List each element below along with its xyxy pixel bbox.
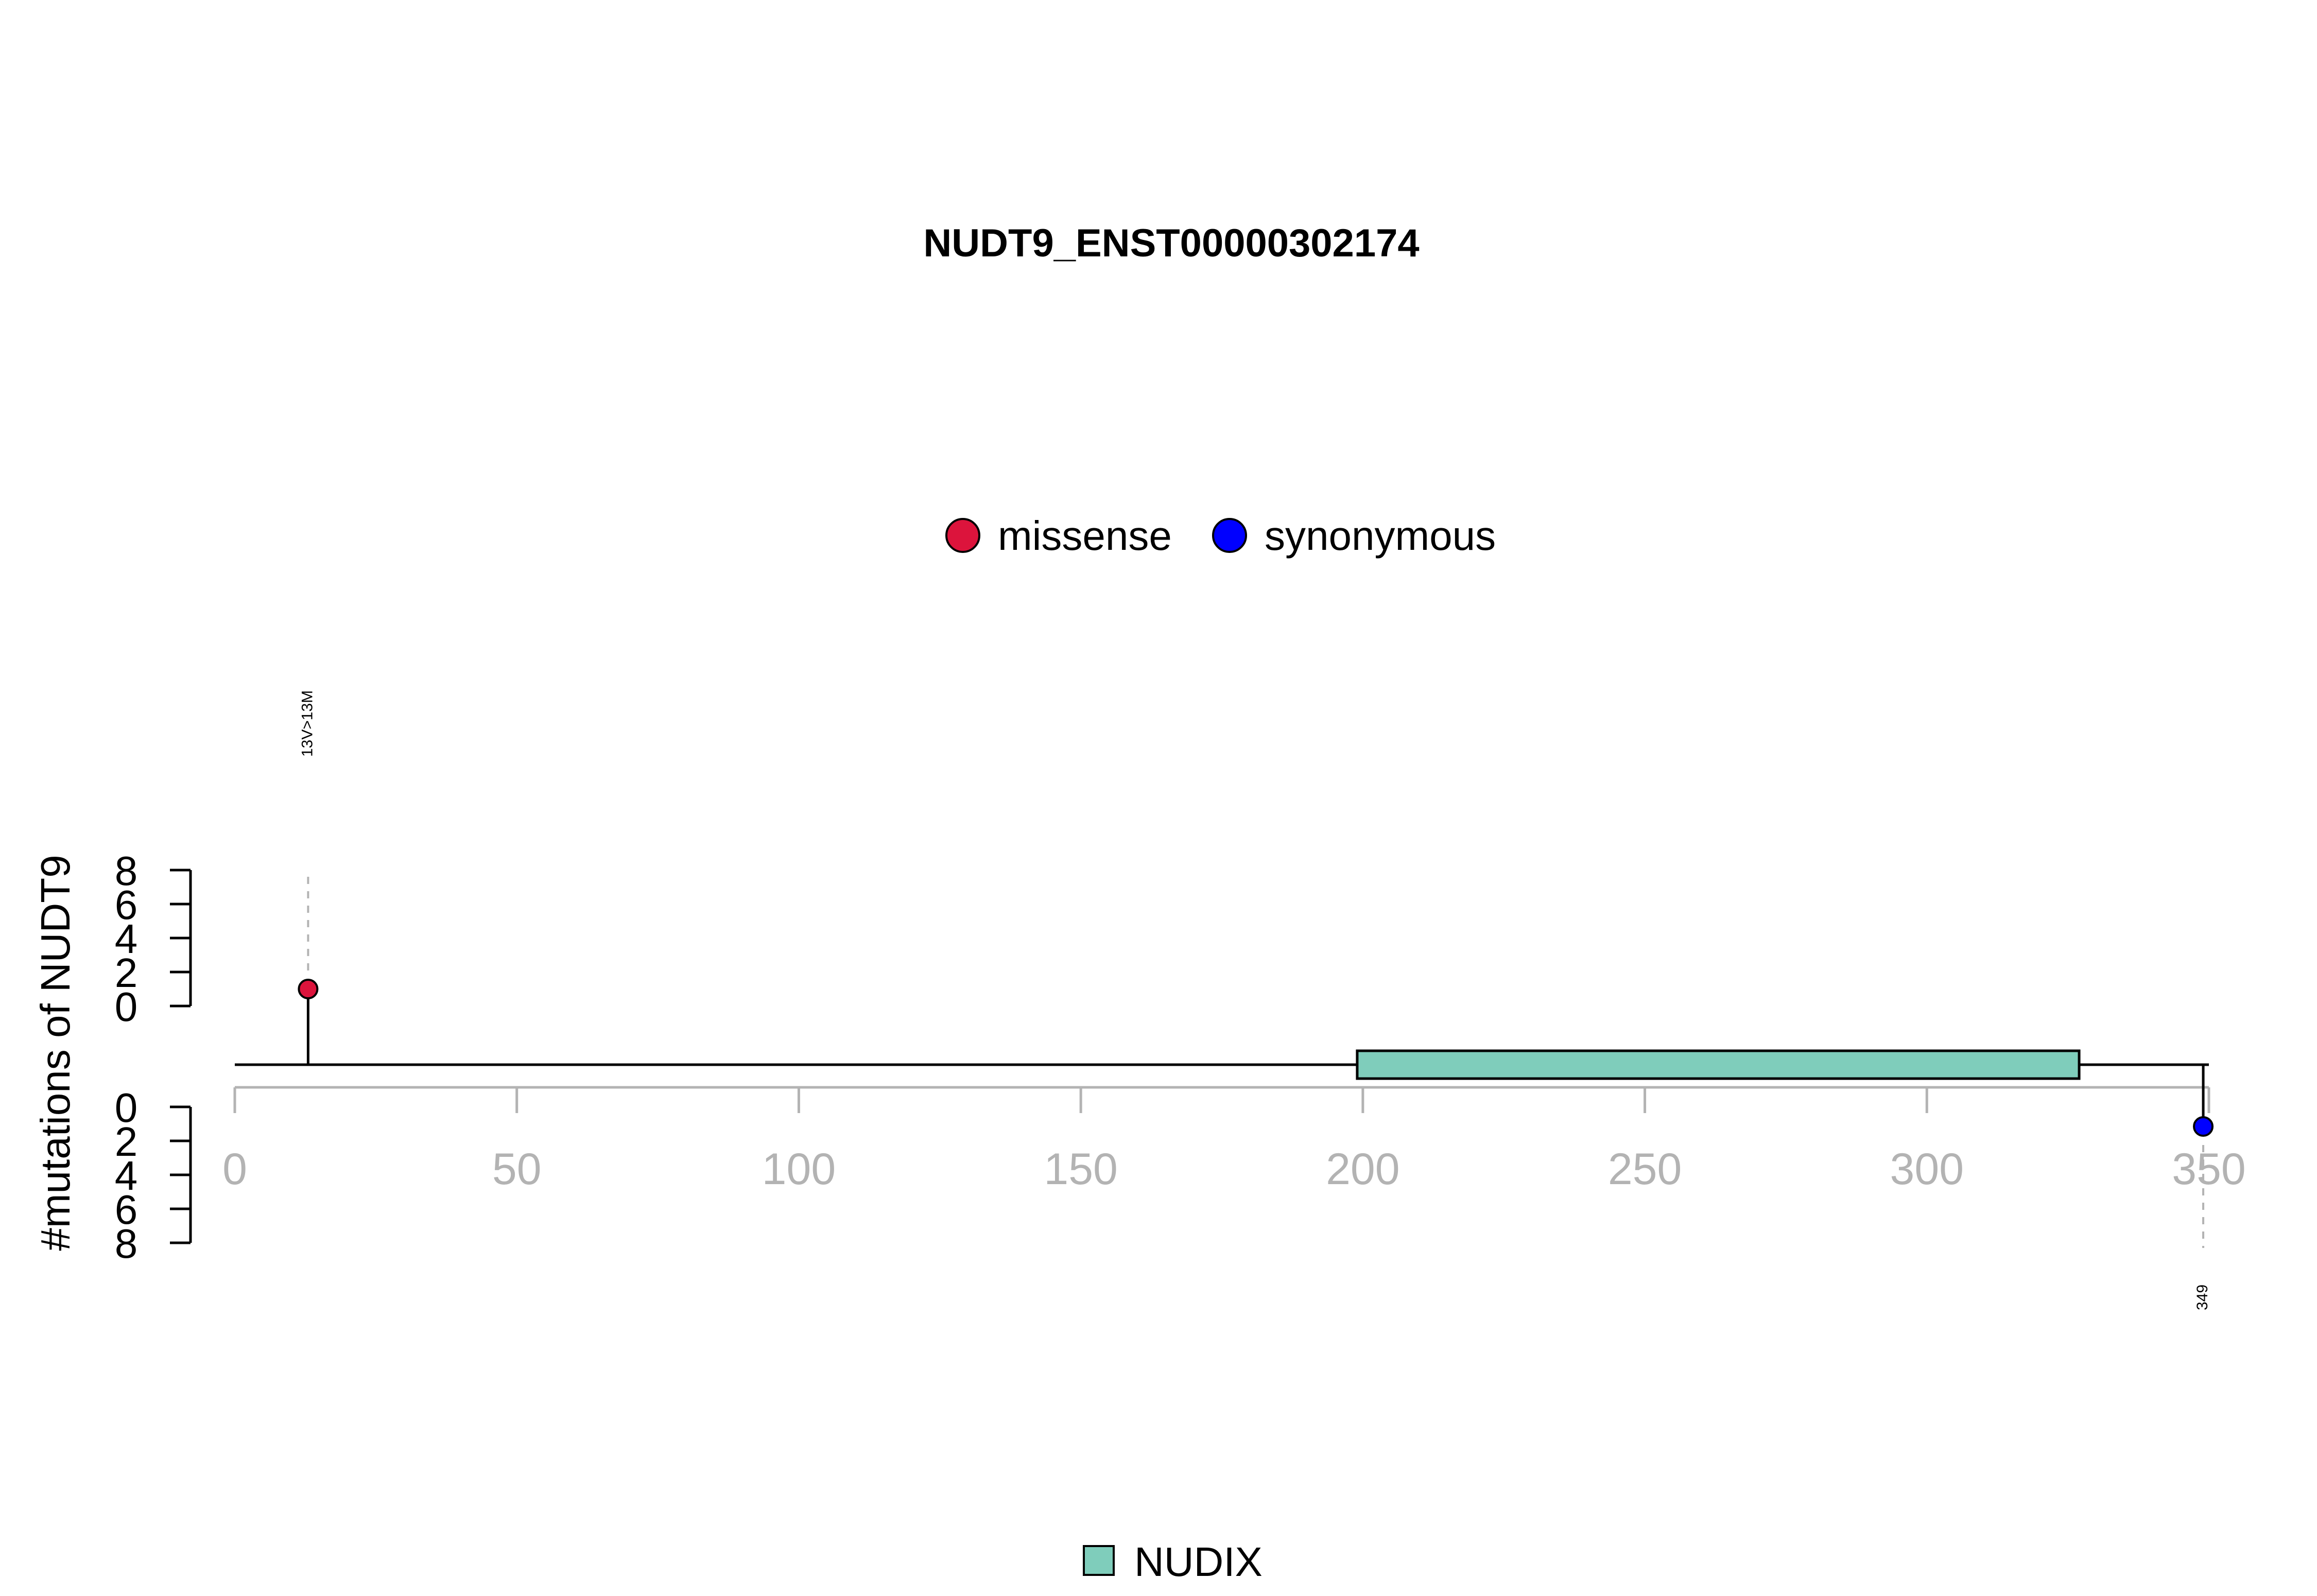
domain-legend-label-NUDIX: NUDIX [1134,1539,1263,1585]
y-tick-label-bottom-8: 8 [115,1221,138,1267]
legend-marker-synonymous [1212,518,1247,553]
x-tick-label-300: 300 [1890,1144,1964,1194]
y-tick-label-bottom-4: 4 [115,1153,138,1199]
x-tick-label-100: 100 [762,1144,836,1194]
mutation-point-349 [2193,1116,2214,1137]
x-tick-label-0: 0 [222,1144,247,1194]
x-tick-label-150: 150 [1044,1144,1118,1194]
mutation-point-13 [298,979,319,999]
x-tick-label-50: 50 [492,1144,542,1194]
y-tick-label-bottom-0: 0 [115,1085,138,1131]
legend-marker-missense [945,518,980,553]
domain-NUDIX [1356,1049,2081,1080]
x-axis: 0 50 100 150 200 250 300 350 [222,1086,2246,1194]
domain-legend-swatch-NUDIX [1083,1545,1115,1576]
chart-title: NUDT9_ENST00000302174 [923,221,1419,265]
y-tick-label-top-4: 4 [115,916,138,962]
x-tick-label-200: 200 [1326,1144,1400,1194]
legend-label-synonymous: synonymous [1265,513,1496,559]
y-tick-label-top-2: 2 [115,950,138,996]
y-axis-label: #mutations of NUDT9 [32,855,78,1251]
protein-backbone [235,1049,2209,1080]
mutation-label-349: 349 [2194,1285,2211,1310]
y-tick-label-top-6: 6 [115,882,138,928]
y-tick-label-bottom-2: 2 [115,1119,138,1165]
y-tick-label-top-0: 0 [115,984,138,1030]
domain-legend: NUDIX [1083,1539,1263,1585]
y-tick-label-bottom-6: 6 [115,1187,138,1233]
y-tick-label-top-8: 8 [115,848,138,894]
mutation-lollipops: 13V>13M 349 [298,690,2214,1310]
legend-label-missense: missense [998,513,1172,559]
mutation-label-13: 13V>13M [299,690,316,757]
x-tick-label-350: 350 [2172,1144,2246,1194]
x-tick-label-250: 250 [1608,1144,1682,1194]
mutation-type-legend: missense synonymous [945,513,1496,559]
